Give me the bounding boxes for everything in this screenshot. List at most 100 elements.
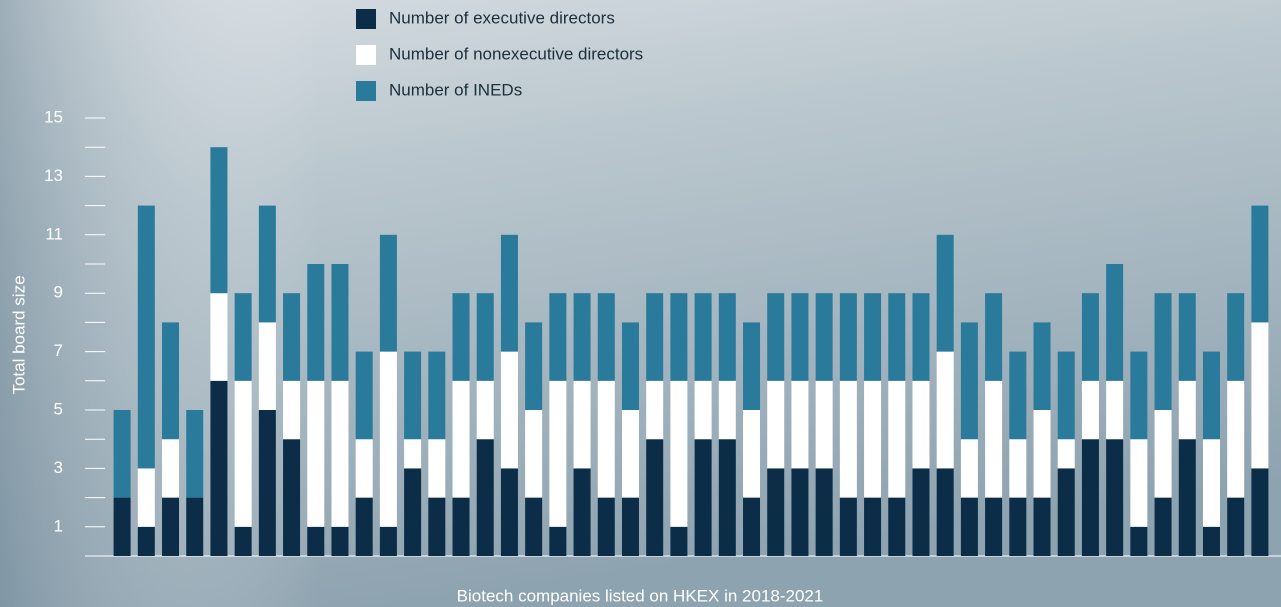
bar-segment bbox=[162, 497, 180, 556]
y-tick-label: 15 bbox=[44, 107, 63, 126]
bar-segment bbox=[258, 205, 276, 323]
bar-segment bbox=[1154, 410, 1172, 498]
bar-segment bbox=[936, 351, 954, 469]
bar-segment bbox=[743, 410, 761, 498]
bar-segment bbox=[864, 293, 882, 381]
bar-segment bbox=[646, 293, 664, 381]
bar-segment bbox=[1154, 293, 1172, 410]
bar-segment bbox=[186, 497, 204, 556]
bar-segment bbox=[767, 468, 785, 556]
bar-segment bbox=[210, 380, 228, 556]
bar-segment bbox=[1178, 380, 1196, 440]
bar-segment bbox=[573, 293, 591, 381]
bar-segment bbox=[379, 234, 397, 352]
bar-segment bbox=[1251, 468, 1269, 556]
bar-segment bbox=[985, 497, 1003, 556]
bar-segment bbox=[791, 380, 809, 469]
bar-segment bbox=[234, 293, 252, 381]
bar-segment bbox=[1081, 439, 1099, 556]
bar-segment bbox=[331, 526, 349, 556]
bar-segment bbox=[331, 380, 349, 527]
bar-segment bbox=[597, 497, 615, 556]
bar-segment bbox=[162, 322, 180, 440]
bar-segment bbox=[1178, 293, 1196, 381]
legend-label: Number of INEDs bbox=[389, 80, 522, 99]
bar-segment bbox=[1178, 439, 1196, 556]
bar-segment bbox=[355, 351, 373, 440]
bar-segment bbox=[1202, 351, 1220, 440]
y-tick-label: 3 bbox=[54, 458, 63, 477]
bar-segment bbox=[888, 497, 906, 556]
bar-segment bbox=[379, 526, 397, 556]
bar-segment bbox=[234, 526, 252, 556]
bar-segment bbox=[815, 293, 833, 381]
bar-segment bbox=[670, 380, 688, 527]
bar-segment bbox=[113, 410, 131, 498]
bar-segment bbox=[452, 497, 470, 556]
bar-segment bbox=[307, 264, 325, 381]
bar-segment bbox=[258, 322, 276, 410]
bar-segment bbox=[621, 322, 639, 410]
bar-segment bbox=[912, 380, 930, 469]
legend-swatch bbox=[356, 81, 376, 101]
bar-segment bbox=[476, 439, 494, 556]
bar-segment bbox=[186, 410, 204, 498]
bar-segment bbox=[549, 526, 567, 556]
bar-segment bbox=[936, 234, 954, 352]
bar-segment bbox=[1057, 351, 1075, 440]
bar-segment bbox=[670, 526, 688, 556]
bar-segment bbox=[573, 468, 591, 556]
y-tick-label: 11 bbox=[45, 224, 63, 243]
bar-segment bbox=[1009, 351, 1027, 440]
bar-segment bbox=[815, 468, 833, 556]
bar-segment bbox=[839, 497, 857, 556]
bar-segment bbox=[1130, 439, 1148, 527]
bar-segment bbox=[646, 380, 664, 440]
bar-segment bbox=[549, 380, 567, 527]
legend-swatch bbox=[356, 9, 376, 29]
bar-segment bbox=[137, 205, 155, 469]
bar-segment bbox=[331, 264, 349, 381]
y-axis-title: Total board size bbox=[9, 275, 28, 394]
bar-segment bbox=[1251, 205, 1269, 323]
y-tick-label: 7 bbox=[54, 341, 63, 360]
bar-segment bbox=[404, 439, 422, 469]
bar-segment bbox=[1202, 439, 1220, 527]
bar-segment bbox=[864, 380, 882, 498]
bar-segment bbox=[1130, 526, 1148, 556]
bar-segment bbox=[839, 380, 857, 498]
bar-segment bbox=[137, 468, 155, 527]
bar-segment bbox=[791, 468, 809, 556]
bar-segment bbox=[1081, 293, 1099, 381]
bar-segment bbox=[573, 380, 591, 469]
bar-segment bbox=[1227, 497, 1245, 556]
bar-segment bbox=[694, 380, 712, 440]
bar-segment bbox=[500, 234, 518, 352]
bar-segment bbox=[210, 147, 228, 294]
legend-label: Number of nonexecutive directors bbox=[389, 44, 643, 63]
bar-segment bbox=[525, 410, 543, 498]
bar-segment bbox=[1154, 497, 1172, 556]
bar-segment bbox=[621, 497, 639, 556]
bar-segment bbox=[113, 497, 131, 556]
bar-segment bbox=[597, 293, 615, 381]
bar-segment bbox=[404, 351, 422, 440]
bar-segment bbox=[307, 526, 325, 556]
bar-segment bbox=[283, 380, 301, 440]
bar-segment bbox=[283, 439, 301, 556]
bar-segment bbox=[137, 526, 155, 556]
bar-segment bbox=[718, 293, 736, 381]
bar-segment bbox=[404, 468, 422, 556]
bar-segment bbox=[1081, 380, 1099, 440]
bar-segment bbox=[1106, 264, 1124, 381]
bar-segment bbox=[210, 293, 228, 381]
bar-segment bbox=[670, 293, 688, 381]
bar-segment bbox=[1130, 351, 1148, 440]
bar-segment bbox=[767, 293, 785, 381]
bar-segment bbox=[307, 380, 325, 527]
bar-segment bbox=[525, 497, 543, 556]
bar-segment bbox=[1202, 526, 1220, 556]
bar-segment bbox=[355, 439, 373, 498]
bar-segment bbox=[1251, 322, 1269, 469]
